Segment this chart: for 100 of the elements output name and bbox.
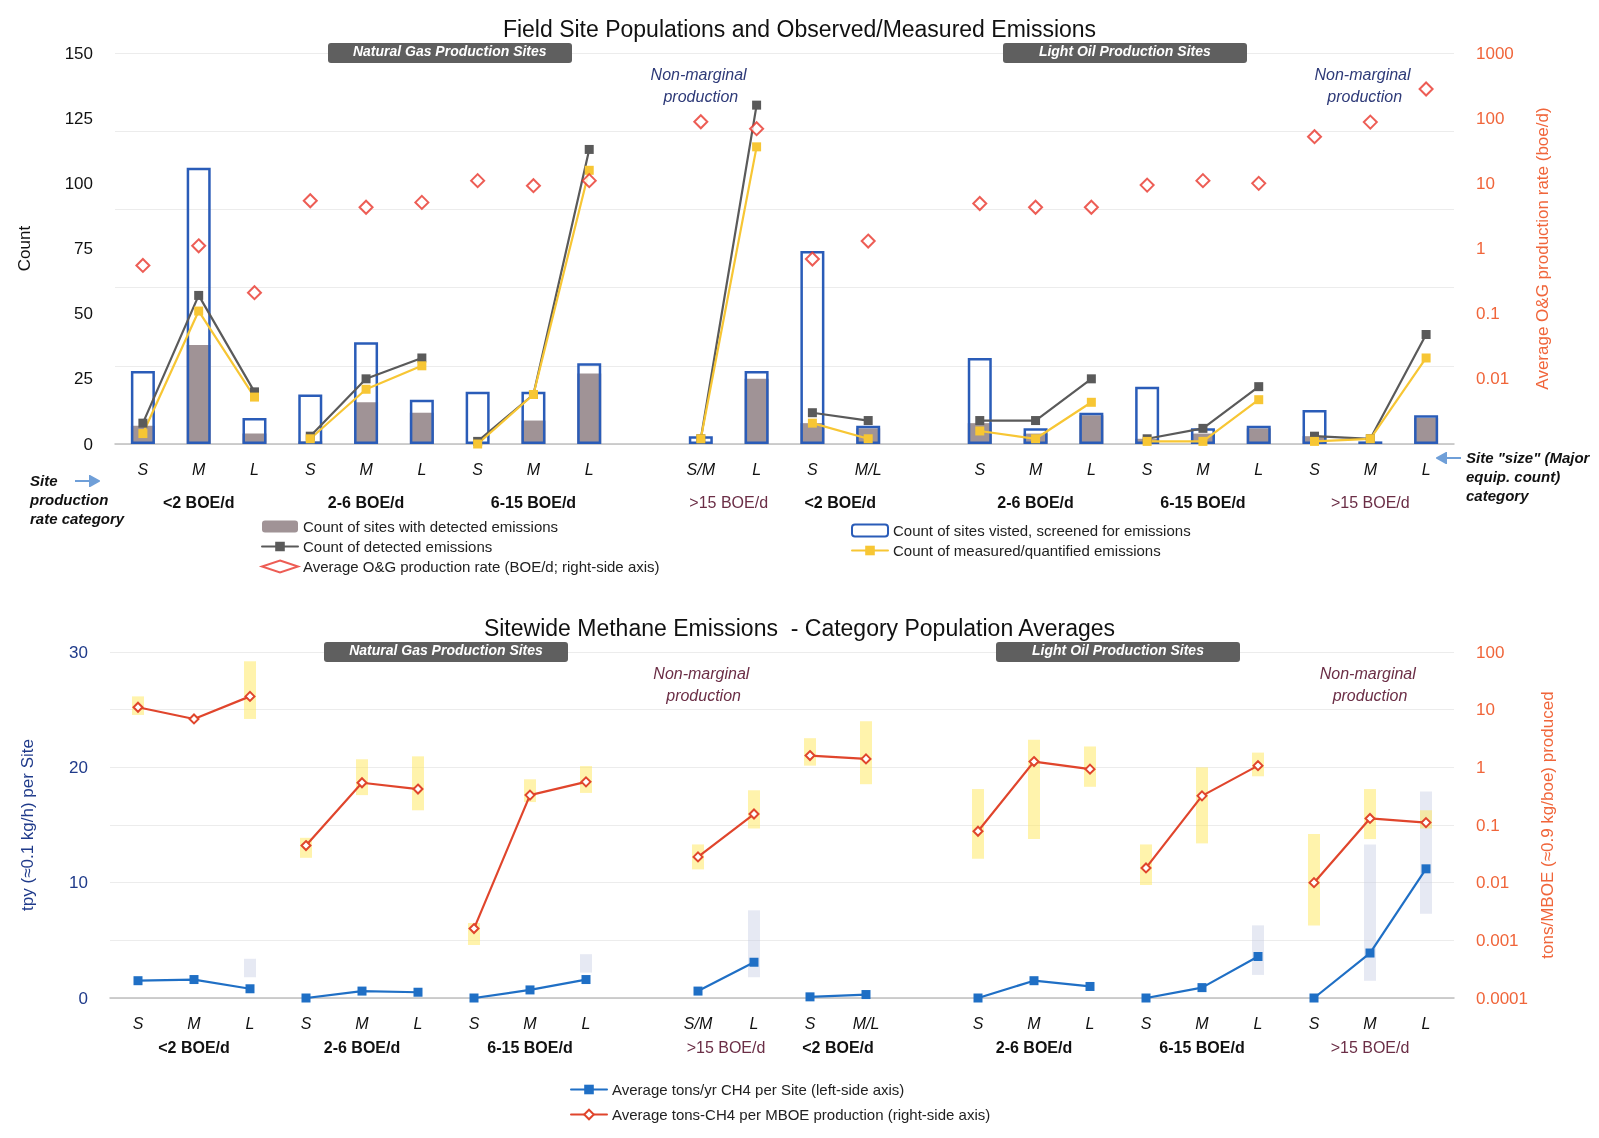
text: 2-6 BOE/d [997,493,1074,511]
y-tick-label: 0 [83,434,93,454]
y2-tick-label: 10 [1476,700,1495,720]
x-tick-label: L [1421,460,1431,478]
legend-label: Average O&G production rate (BOE/d; right-side axis) [303,558,660,575]
y-tick-label: 125 [64,108,93,128]
y-tick-label: 10 [69,873,88,893]
y-tick-label: 150 [64,43,93,63]
y-tick-label: 50 [74,304,93,324]
text: 6-15 BOE/d [487,1038,573,1056]
y-tick-label: 20 [69,757,88,777]
x-tick-label: L [413,1014,423,1032]
x-tick-label: L [417,460,427,478]
x-tick-label: M [526,460,541,478]
x-tick-label: M [1028,460,1043,478]
y2-axis-title: tons/MBOE (≈0.9 kg/boe) produced [1537,691,1557,959]
text: <2 BOE/d [158,1038,230,1056]
x-tick-label: M [1363,1014,1378,1032]
x-tick-label: S/M [683,1014,713,1032]
legend-label: Count of sites visted, screened for emissions [893,522,1191,539]
y-axis-title: Count [15,225,34,272]
chart-title: Field Site Populations and Observed/Measured Emissions [502,15,1097,42]
x-tick-label: S [807,460,819,478]
y2-tick-label: 1000 [1476,43,1514,63]
x-tick-label: S/M [686,460,716,478]
x-tick-label: M [1195,1014,1210,1032]
x-tick-label: L [584,460,594,478]
x-tick-label: M/L [852,1014,880,1032]
y2-tick-label: 0.1 [1476,304,1500,324]
y2-tick-label: 1 [1476,757,1486,777]
text: >15 BOE/d [1330,493,1410,511]
text: <2 BOE/d [804,493,877,511]
annotation: Non-marginal production [653,664,754,704]
y2-tick-label: 100 [1476,108,1505,128]
y2-tick-label: 100 [1476,642,1505,662]
text: 2-6 BOE/d [995,1038,1073,1056]
y-tick-label: 30 [69,642,88,662]
y-axis-title: tpy (≈0.1 kg/h) per Site [18,739,37,911]
annotation: Non-marginal production [650,65,752,105]
x-tick-label: S [1141,460,1153,478]
x-tick-label: M [355,1014,370,1032]
y-tick-label: 100 [64,173,93,193]
x-tick-label: S [304,460,316,478]
text: 2-6 BOE/d [323,1038,401,1056]
x-tick-label: S [137,460,149,478]
x-tick-label: M [1363,460,1378,478]
text: 2-6 BOE/d [327,493,405,511]
x-tick-label: M [359,460,374,478]
x-tick-label: S [804,1014,816,1032]
x-tick-label: S [1309,460,1321,478]
text: Site "size" (Major equip. count) category [1466,448,1591,505]
x-tick-label: S [132,1014,144,1032]
text: Site production rate category [30,471,126,528]
y-tick-label: 75 [74,239,93,258]
y2-tick-label: 0.001 [1476,930,1519,950]
x-tick-label: S [974,460,986,478]
x-tick-label: L [581,1014,591,1032]
y2-tick-label: 0.01 [1476,369,1510,389]
x-tick-label: S [1140,1014,1152,1032]
x-tick-label: L [1254,460,1264,478]
x-tick-label: L [1085,1014,1095,1032]
text: >15 BOE/d [686,1038,766,1056]
annotation: Non-marginal production [1319,664,1421,704]
y2-tick-label: 0.1 [1476,815,1500,835]
x-tick-label: L [250,460,259,478]
y-tick-label: 25 [74,369,93,389]
y2-tick-label: 0.01 [1476,873,1510,893]
x-tick-label: S [300,1014,312,1032]
legend-label: Average tons-CH4 per MBOE production (right-side axis) [612,1106,991,1123]
y2-axis-title: Average O&G production rate (boe/d) [1533,107,1552,390]
x-tick-label: M [187,1014,202,1032]
legend-label: Average tons/yr CH4 per Site (left-side axis) [612,1081,905,1098]
x-tick-label: M/L [854,460,882,478]
text: 6-15 BOE/d [1159,1038,1245,1056]
y2-tick-label: 0.0001 [1476,988,1528,1008]
x-tick-label: L [1421,1014,1431,1032]
x-tick-label: S [468,1014,480,1032]
y-tick-label: 0 [78,988,88,1008]
x-tick-label: M [1027,1014,1042,1032]
x-tick-label: M [1196,460,1211,478]
text: 6-15 BOE/d [490,493,577,511]
legend-label: Count of measured/quantified emissions [893,542,1161,559]
text: <2 BOE/d [802,1038,874,1056]
x-tick-label: S [972,1014,984,1032]
text: 6-15 BOE/d [1160,493,1246,511]
x-tick-label: M [192,460,207,478]
x-tick-label: L [245,1014,255,1032]
annotation: Non-marginal production [1314,65,1415,105]
x-tick-label: M [523,1014,538,1032]
x-tick-label: L [1086,460,1096,478]
x-tick-label: L [752,460,762,478]
text: >15 BOE/d [1330,1038,1410,1056]
chart-title: Sitewide Methane Emissions - Category Population Averages [483,614,1116,641]
x-tick-label: S [472,460,484,478]
legend-label: Count of sites with detected emissions [303,518,559,535]
x-tick-label: L [749,1014,759,1032]
x-tick-label: S [1308,1014,1320,1032]
text: >15 BOE/d [689,493,769,511]
x-tick-label: L [1253,1014,1263,1032]
y2-tick-label: 1 [1476,239,1486,258]
